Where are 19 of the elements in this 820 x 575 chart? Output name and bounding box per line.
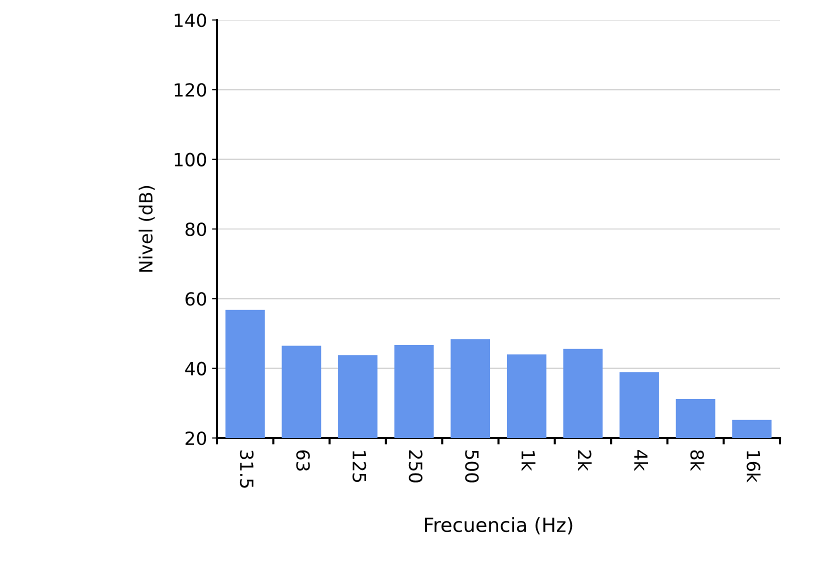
x-tick-label: 16k [746,451,761,482]
x-tick-label: 500 [465,450,479,482]
x-tick-label: 4k [634,450,648,472]
y-tick-label: 80 [186,222,206,236]
x-tick-label: 1k [522,451,536,472]
x-tick-label: 2k [578,450,592,472]
y-tick-label: 40 [185,362,206,376]
y-axis-title: Nivel (dB) [138,186,155,272]
y-tick-label: 120 [174,83,206,97]
x-tick-label: 63 [296,450,310,471]
y-tick-label: 60 [186,292,206,306]
x-tick-label: 125 [352,451,366,482]
x-tick-label: 250 [408,450,422,482]
x-tick-label: 31.5 [240,450,254,488]
y-tick-label: 100 [174,152,206,166]
x-axis-title: Frecuencia (Hz) [425,517,572,534]
y-tick-label: 140 [174,13,206,28]
y-tick-label: 20 [186,431,206,446]
x-tick-label: 8k [690,450,704,472]
